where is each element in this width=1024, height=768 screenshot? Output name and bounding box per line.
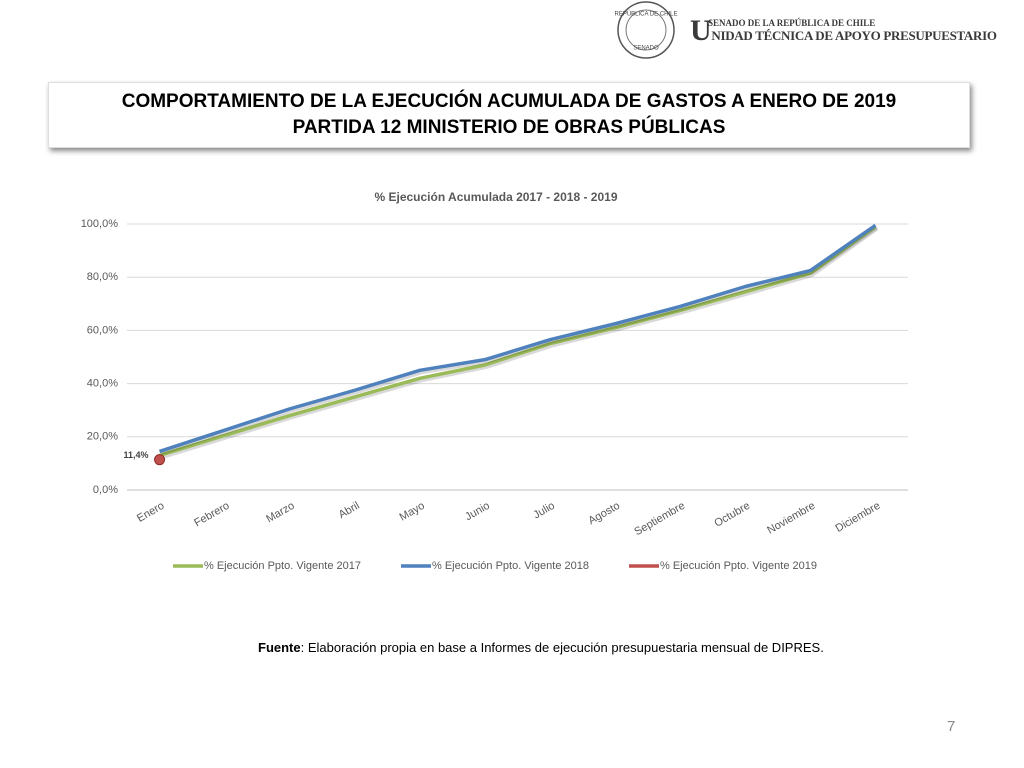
line [159, 225, 877, 458]
data-label: 11,4% [124, 450, 149, 460]
legend-label: % Ejecución Ppto. Vigente 2017 [204, 560, 361, 572]
page-number: 7 [947, 718, 956, 735]
x-tick-label: Noviembre [765, 500, 817, 537]
point [154, 454, 166, 466]
y-tick-label: 80,0% [87, 271, 118, 283]
line-shadow [160, 227, 879, 460]
org-line: SENADO DE LA REPÚBLICA DE CHILE [708, 18, 876, 28]
title-box: COMPORTAMIENTO DE LA EJECUCIÓN ACUMULADA… [48, 82, 970, 148]
org-line: UNIDAD TÉCNICA DE APOYO PRESUPUESTARIO [690, 14, 997, 47]
x-tick-label: Junio [463, 500, 492, 524]
organization: SENADO DE LA REPÚBLICA DE CHILE UNIDAD T… [690, 14, 997, 48]
legend-label: % Ejecución Ppto. Vigente 2018 [432, 560, 589, 572]
y-tick-label: 60,0% [87, 324, 118, 336]
x-tick-label: Febrero [192, 500, 231, 530]
x-tick-label: Octubre [712, 500, 752, 530]
y-tick-label: 0,0% [93, 484, 118, 496]
x-tick-label: Agosto [586, 500, 622, 528]
legend-label: % Ejecución Ppto. Vigente 2019 [660, 560, 817, 572]
x-tick-label: Septiembre [632, 500, 687, 539]
seal-inner [625, 9, 667, 51]
y-tick-label: 40,0% [87, 378, 118, 390]
seal-text: SENADO [633, 46, 659, 52]
line [158, 223, 877, 454]
source-text: : Elaboración propia en base a Informes … [300, 640, 824, 655]
x-tick-label: Marzo [264, 500, 296, 526]
slide-title: COMPORTAMIENTO DE LA EJECUCIÓN ACUMULADA… [121, 91, 897, 112]
x-tick-label: Abril [337, 500, 362, 521]
x-tick-label: Diciembre [834, 500, 883, 535]
x-tick-label: Enero [135, 500, 166, 525]
chart-title: % Ejecución Acumulada 2017 - 2018 - 2019 [374, 190, 617, 204]
y-tick-label: 100,0% [81, 218, 119, 230]
source-label: Fuente [258, 640, 301, 655]
source: Fuente: Elaboración propia en base a Inf… [258, 640, 824, 655]
y-tick-label: 20,0% [87, 431, 118, 443]
slide-title: PARTIDA 12 MINISTERIO DE OBRAS PÚBLICAS [292, 117, 726, 138]
x-tick-label: Mayo [398, 500, 427, 524]
seal-text: REPÚBLICA DE CHILE [614, 11, 677, 18]
x-tick-label: Julio [531, 500, 557, 522]
line-shadow [160, 225, 879, 456]
